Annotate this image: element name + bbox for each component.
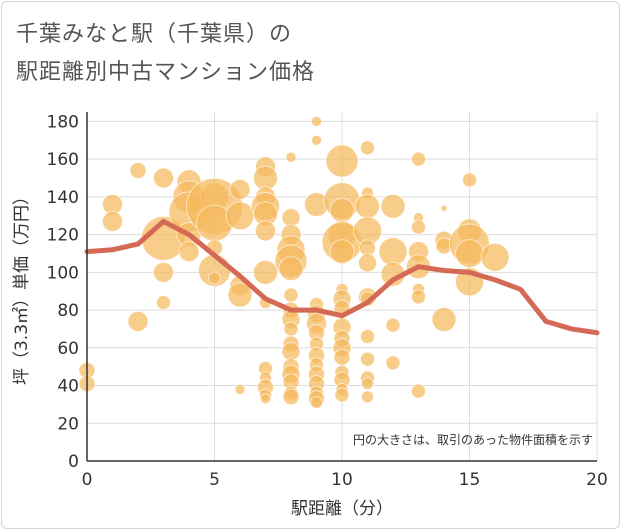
y-tick-label: 40: [57, 377, 79, 397]
bubble: [227, 282, 253, 308]
bubble: [361, 377, 374, 391]
bubble: [311, 115, 322, 127]
bubble: [311, 134, 322, 146]
bubble-size-note: 円の大きさは、取引のあった物件面積を示す: [353, 432, 593, 447]
bubble: [178, 241, 200, 263]
bubble: [225, 201, 255, 231]
bubble: [355, 193, 380, 219]
bubble: [411, 219, 426, 235]
bubble: [156, 295, 171, 311]
bubble: [283, 287, 299, 303]
x-tick-label: 15: [459, 470, 481, 490]
bubble: [278, 256, 304, 282]
bubbles: [78, 115, 510, 410]
y-tick-label: 160: [47, 150, 79, 170]
bubble: [229, 178, 251, 200]
y-tick-label: 80: [57, 301, 79, 321]
bubble: [440, 204, 448, 212]
bubble: [358, 253, 377, 273]
y-axis-label: 坪（3.3㎡）単価（万円）: [12, 188, 32, 385]
average-price-line: [84, 218, 600, 336]
bubble: [411, 383, 426, 399]
axes: 0 20 40 60 80 100 120 140 160 180 0 5 10 15 20: [47, 112, 608, 490]
bubble: [102, 210, 123, 232]
bubble: [360, 328, 375, 344]
y-tick-label: 100: [47, 263, 79, 283]
bubble: [329, 239, 355, 265]
bubble: [431, 307, 457, 333]
bubble: [360, 140, 375, 156]
bubble: [360, 351, 375, 367]
bubble: [208, 271, 221, 285]
bubble: [283, 321, 299, 337]
bubble: [378, 237, 408, 267]
bubble: [153, 167, 174, 189]
bubble: [285, 151, 297, 163]
bubble: [411, 151, 426, 167]
bubble: [282, 388, 300, 406]
x-tick-label: 0: [82, 470, 93, 490]
x-tick-label: 20: [586, 470, 608, 490]
trend-line: [84, 218, 600, 336]
bubble: [153, 261, 174, 283]
bubble: [253, 259, 278, 285]
bubble: [281, 208, 301, 228]
chart-title-line2: 駅距離別中古マンション価格: [16, 60, 316, 85]
bubble: [127, 310, 149, 332]
bubble: [385, 355, 401, 371]
bubble: [361, 390, 374, 404]
bubble: [310, 396, 323, 410]
bubble: [380, 193, 406, 219]
bubble: [129, 161, 147, 179]
bubble: [385, 317, 401, 333]
bubble: [480, 242, 510, 272]
y-tick-label: 140: [47, 188, 79, 208]
y-tick-label: 20: [57, 414, 79, 434]
y-tick-label: 120: [47, 226, 79, 246]
bubble: [333, 348, 351, 366]
bubble: [260, 393, 271, 405]
x-tick-label: 5: [209, 470, 220, 490]
y-tick-label: 60: [57, 339, 79, 359]
y-tick-label: 0: [68, 452, 79, 472]
y-tick-label: 180: [47, 112, 79, 132]
bubble: [455, 238, 484, 268]
x-tick-label: 10: [331, 470, 353, 490]
bubble: [411, 289, 426, 305]
bubble: [329, 197, 355, 223]
bubble: [334, 387, 350, 403]
chart-title-line1: 千葉みなと駅（千葉県）の: [16, 22, 293, 47]
bubble: [281, 342, 301, 362]
bubble: [325, 144, 359, 178]
bubble: [255, 220, 276, 242]
bubble: [462, 172, 477, 188]
x-axis-label: 駅距離（分）: [291, 499, 393, 519]
bubble: [234, 383, 246, 395]
